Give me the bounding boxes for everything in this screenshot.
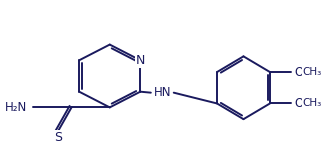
Text: O: O xyxy=(295,66,304,79)
Text: CH₃: CH₃ xyxy=(303,98,322,108)
Text: CH₃: CH₃ xyxy=(303,67,322,77)
Text: N: N xyxy=(136,54,145,67)
Text: HN: HN xyxy=(154,86,171,99)
Text: H₂N: H₂N xyxy=(5,101,28,114)
Text: S: S xyxy=(54,131,62,144)
Text: O: O xyxy=(295,97,304,110)
